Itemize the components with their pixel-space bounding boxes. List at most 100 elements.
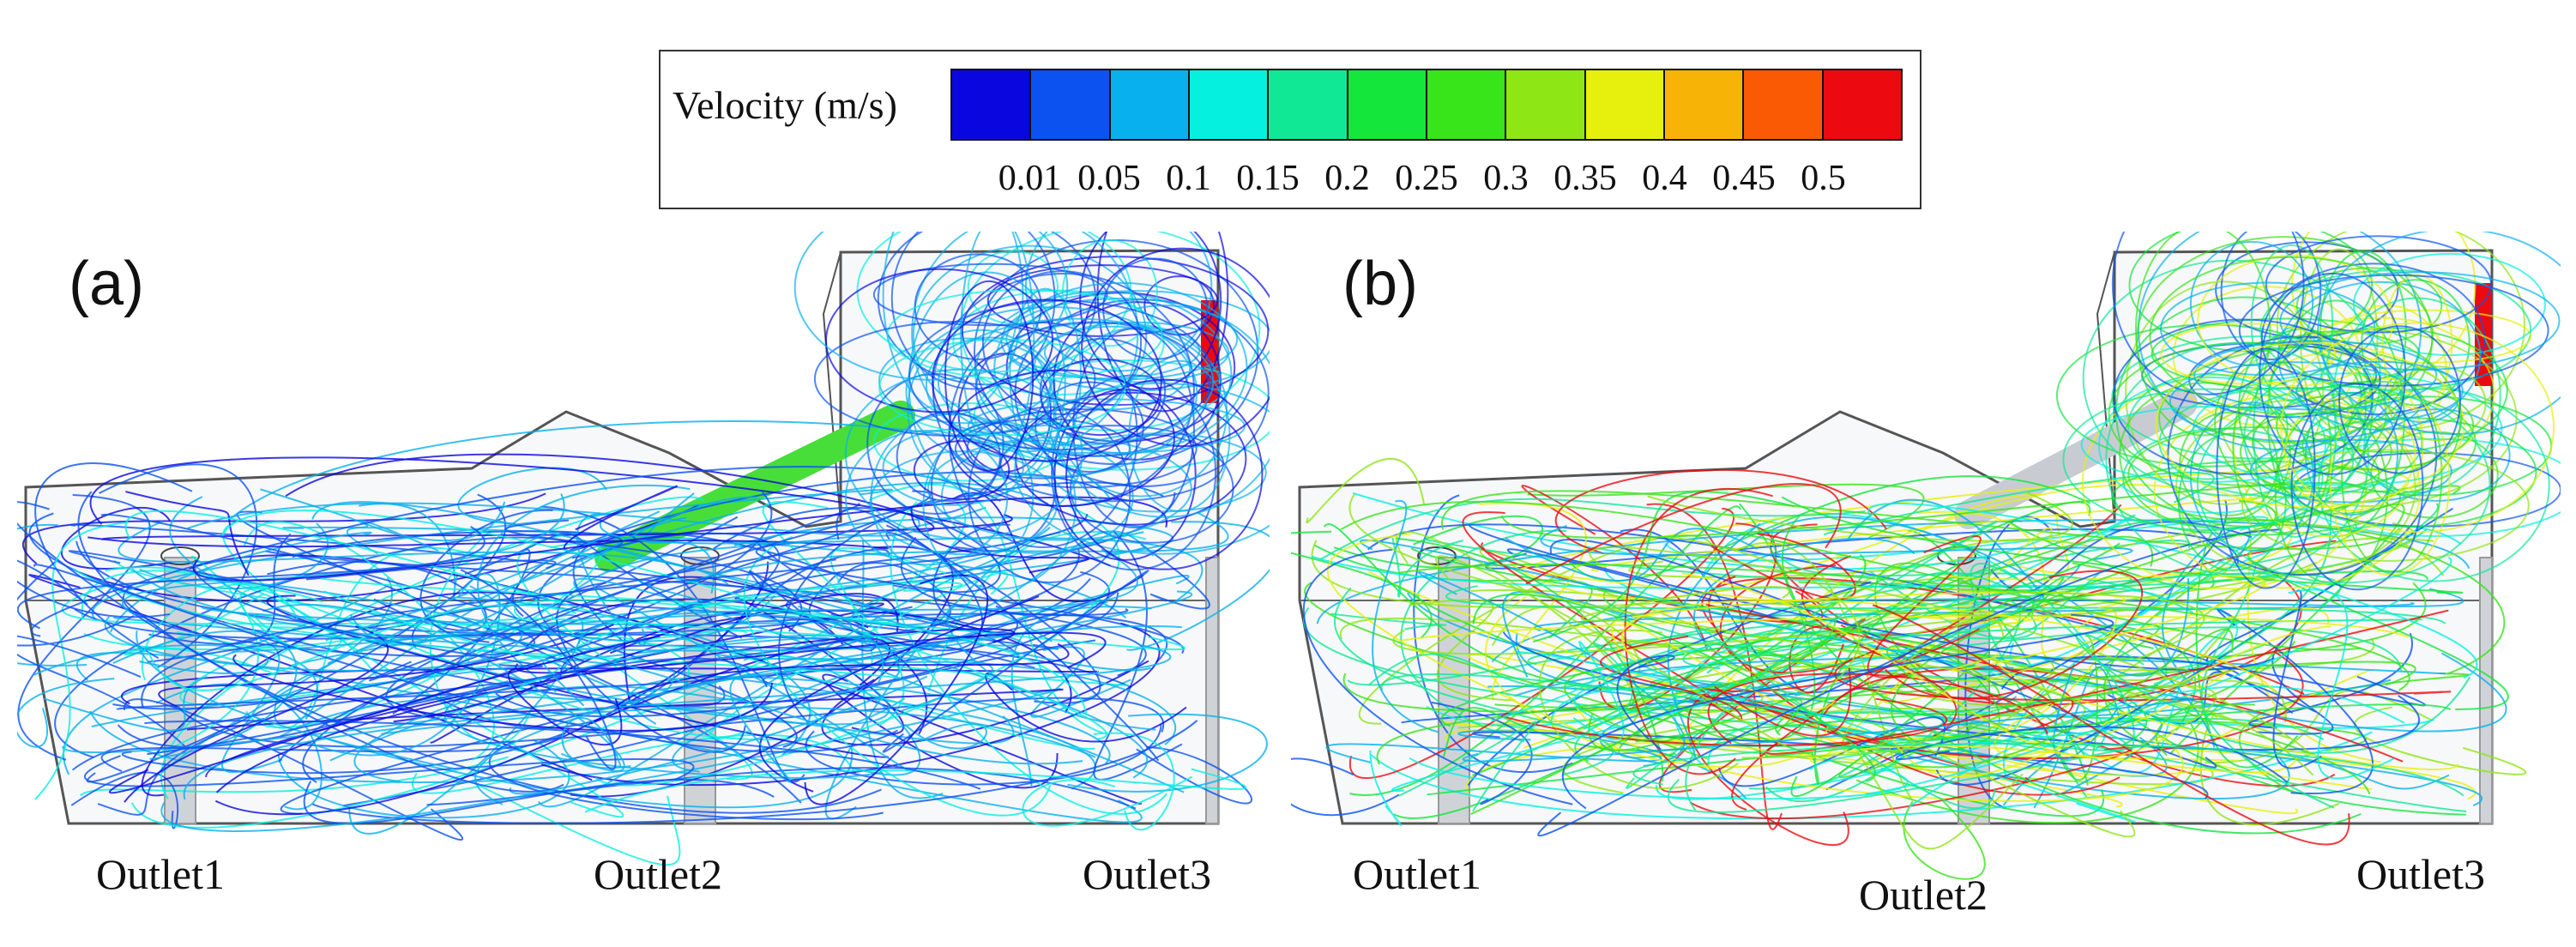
streamline — [861, 540, 944, 799]
streamline — [1303, 606, 1998, 744]
streamline — [2247, 549, 2509, 711]
vortex-streamline — [2105, 342, 2369, 576]
vortex-streamline — [2290, 383, 2424, 591]
outlet-label-3: Outlet3 — [2356, 850, 2485, 898]
vortex-streamline — [937, 317, 1215, 446]
streamline — [273, 481, 1049, 698]
streamline — [2256, 629, 2334, 735]
streamline — [34, 522, 129, 800]
streamline — [2010, 514, 2070, 574]
streamline — [743, 535, 1052, 817]
streamline — [1635, 684, 2159, 743]
vortex-streamline — [2259, 269, 2532, 391]
streamline — [805, 724, 1162, 786]
streamline — [239, 588, 344, 654]
streamline — [556, 582, 746, 753]
streamline — [60, 507, 172, 570]
outlet-label-2: Outlet2 — [1859, 871, 1988, 919]
vortex-streamline — [2127, 426, 2380, 522]
streamline — [1647, 491, 2073, 542]
streamlines-a — [17, 232, 1270, 866]
streamline — [1540, 525, 2133, 561]
legend-swatch — [1427, 70, 1507, 139]
panel-label: (a) — [69, 250, 144, 318]
streamline — [1067, 713, 1268, 793]
streamline — [277, 739, 570, 819]
streamline — [1537, 528, 2281, 837]
vortex-streamline — [2149, 256, 2434, 415]
streamline — [1941, 582, 2205, 660]
vortex-streamline — [844, 430, 1009, 566]
streamline — [1616, 654, 1675, 751]
streamline — [1440, 570, 2428, 727]
streamline — [1441, 490, 2401, 550]
streamline — [1445, 585, 2446, 624]
vortex-streamline — [2062, 388, 2355, 531]
streamline — [1369, 750, 1403, 826]
streamline — [2162, 526, 2251, 685]
streamline — [1319, 498, 1866, 561]
streamline — [1589, 546, 2312, 755]
streamline — [393, 593, 899, 723]
streamline — [412, 733, 857, 794]
streamline — [1771, 530, 2194, 614]
streamline — [426, 767, 1137, 810]
streamline — [1903, 799, 1986, 880]
streamline — [1692, 537, 1915, 673]
streamline — [573, 577, 1185, 793]
streamline — [130, 502, 967, 829]
streamline — [1472, 731, 2209, 799]
streamline — [1867, 535, 1982, 679]
vortex-streamline — [2280, 322, 2555, 534]
streamline — [148, 604, 577, 691]
vortex-streamline — [2279, 271, 2561, 371]
legend-swatch — [1031, 70, 1111, 139]
streamline — [882, 570, 1149, 753]
streamline — [148, 533, 292, 645]
legend-swatch — [952, 70, 1032, 139]
legend-tick: 0.25 — [1395, 159, 1458, 198]
streamline — [460, 569, 617, 770]
vortex-streamline — [2125, 280, 2325, 505]
streamline — [122, 732, 566, 775]
legend-swatch — [1506, 70, 1586, 139]
streamline — [2199, 714, 2340, 826]
streamline — [1575, 706, 2184, 802]
streamline — [1892, 628, 2234, 769]
streamline — [1487, 685, 2168, 777]
legend-tick: 0.1 — [1166, 159, 1211, 198]
streamline — [17, 559, 171, 618]
streamline — [758, 595, 1040, 793]
streamline — [1409, 757, 1909, 800]
vortex-streamline — [2134, 232, 2271, 437]
outlet-label-3: Outlet3 — [1083, 850, 1211, 898]
legend-swatch — [1744, 70, 1824, 139]
streamline — [1856, 721, 2199, 824]
streamline — [108, 635, 661, 794]
streamline — [1590, 493, 2326, 572]
streamline — [1866, 685, 2217, 765]
vortex-streamline — [890, 232, 1056, 390]
streamline — [755, 541, 1185, 654]
vortex-streamline — [2253, 326, 2337, 538]
streamline — [144, 720, 981, 790]
streamline — [1470, 535, 2154, 815]
vortex-streamline — [882, 232, 1024, 416]
vortex-streamline — [2119, 382, 2291, 527]
streamline — [515, 631, 1107, 674]
streamline — [285, 453, 935, 533]
streamline — [2075, 632, 2226, 713]
streamline — [2272, 589, 2322, 769]
streamline — [1902, 571, 2135, 758]
vortex-streamline — [1065, 378, 1264, 570]
legend-ticks: 0.01 0.05 0.1 0.15 0.2 0.25 0.3 0.35 0.4 0.45 0.5 — [944, 158, 1913, 206]
vortex-streamline — [793, 232, 1069, 381]
vortex-streamline — [993, 281, 1248, 454]
streamline — [2127, 668, 2314, 776]
streamline — [320, 577, 1088, 715]
streamline — [457, 467, 607, 525]
streamline — [280, 696, 1015, 745]
streamline — [615, 642, 1070, 708]
streamline — [1416, 594, 2105, 817]
panel-b: (b) Outlet1 Outlet2 Outlet3 — [1291, 232, 2561, 926]
